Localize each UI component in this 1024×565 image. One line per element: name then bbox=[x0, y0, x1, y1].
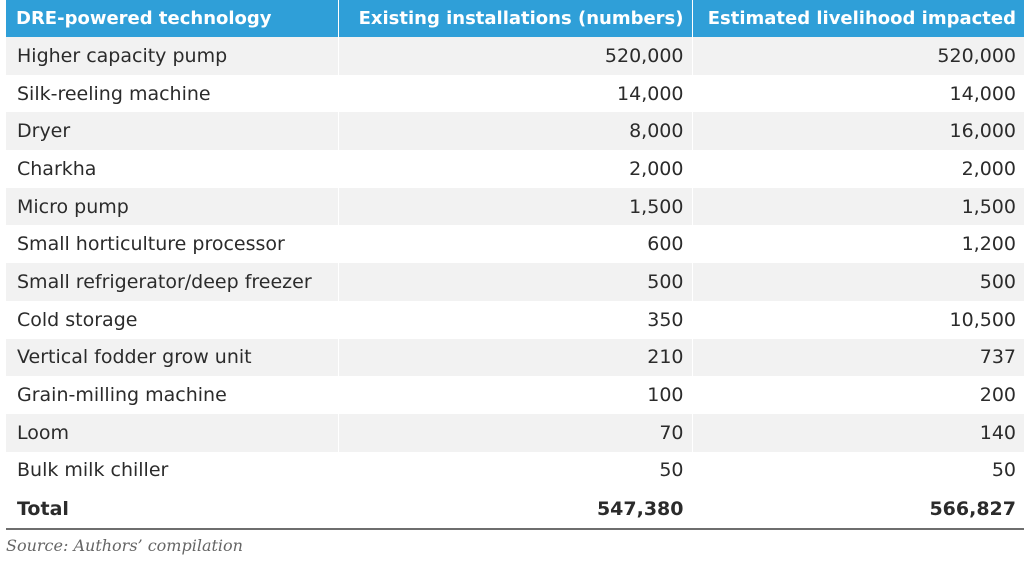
cell-installations: 100 bbox=[338, 376, 693, 414]
cell-installations: 350 bbox=[338, 300, 693, 339]
table-header: DRE-powered technology Existing installa… bbox=[6, 0, 1024, 37]
cell-technology: Higher capacity pump bbox=[6, 37, 339, 75]
cell-livelihood: 520,000 bbox=[692, 37, 1024, 75]
cell-livelihood: 200 bbox=[692, 376, 1024, 414]
table-row: Dryer 8,000 16,000 bbox=[6, 112, 1024, 151]
cell-livelihood: 14,000 bbox=[692, 74, 1024, 113]
cell-livelihood: 16,000 bbox=[692, 112, 1024, 151]
header-livelihood: Estimated livelihood impacted bbox=[692, 0, 1024, 37]
cell-technology: Small refrigerator/deep freezer bbox=[6, 263, 339, 301]
cell-technology: Bulk milk chiller bbox=[6, 451, 339, 490]
table-row: Vertical fodder grow unit 210 737 bbox=[6, 338, 1024, 377]
header-technology: DRE-powered technology bbox=[6, 0, 339, 37]
cell-livelihood: 10,500 bbox=[692, 300, 1024, 339]
table-row: Charkha 2,000 2,000 bbox=[6, 150, 1024, 188]
cell-installations: 8,000 bbox=[338, 112, 693, 151]
cell-installations: 14,000 bbox=[338, 74, 693, 113]
header-installations: Existing installations (numbers) bbox=[338, 0, 693, 37]
cell-technology: Cold storage bbox=[6, 300, 339, 339]
cell-installations: 600 bbox=[338, 225, 693, 264]
cell-livelihood: 50 bbox=[692, 451, 1024, 490]
cell-livelihood: 1,500 bbox=[692, 187, 1024, 226]
cell-technology: Dryer bbox=[6, 112, 339, 151]
cell-technology: Grain-milling machine bbox=[6, 376, 339, 414]
table-row: Small horticulture processor 600 1,200 bbox=[6, 225, 1024, 264]
cell-livelihood: 737 bbox=[692, 338, 1024, 377]
table-body: Higher capacity pump 520,000 520,000 Silk-r… bbox=[6, 37, 1024, 531]
table-row: Higher capacity pump 520,000 520,000 bbox=[6, 37, 1024, 75]
total-livelihood: 566,827 bbox=[692, 489, 1024, 531]
cell-installations: 1,500 bbox=[338, 187, 693, 226]
cell-livelihood: 2,000 bbox=[692, 150, 1024, 188]
table-row: Small refrigerator/deep freezer 500 500 bbox=[6, 263, 1024, 301]
table-row: Bulk milk chiller 50 50 bbox=[6, 451, 1024, 490]
dre-technology-table: DRE-powered technology Existing installa… bbox=[6, 0, 1024, 531]
table-row: Silk-reeling machine 14,000 14,000 bbox=[6, 74, 1024, 113]
cell-technology: Small horticulture processor bbox=[6, 225, 339, 264]
data-table-container: DRE-powered technology Existing installa… bbox=[6, 0, 1024, 531]
cell-installations: 50 bbox=[338, 451, 693, 490]
table-row: Loom 70 140 bbox=[6, 413, 1024, 452]
cell-livelihood: 140 bbox=[692, 413, 1024, 452]
cell-installations: 70 bbox=[338, 413, 693, 452]
table-row: Cold storage 350 10,500 bbox=[6, 300, 1024, 339]
total-label: Total bbox=[6, 489, 339, 531]
cell-technology: Micro pump bbox=[6, 187, 339, 226]
cell-livelihood: 1,200 bbox=[692, 225, 1024, 264]
cell-technology: Vertical fodder grow unit bbox=[6, 338, 339, 377]
cell-technology: Loom bbox=[6, 413, 339, 452]
cell-livelihood: 500 bbox=[692, 263, 1024, 301]
cell-installations: 520,000 bbox=[338, 37, 693, 75]
table-row: Grain-milling machine 100 200 bbox=[6, 376, 1024, 414]
cell-installations: 500 bbox=[338, 263, 693, 301]
total-row: Total 547,380 566,827 bbox=[6, 489, 1024, 531]
total-installations: 547,380 bbox=[338, 489, 693, 531]
cell-installations: 210 bbox=[338, 338, 693, 377]
cell-installations: 2,000 bbox=[338, 150, 693, 188]
table-row: Micro pump 1,500 1,500 bbox=[6, 187, 1024, 226]
source-note: Source: Authors’ compilation bbox=[6, 536, 243, 555]
cell-technology: Silk-reeling machine bbox=[6, 74, 339, 113]
cell-technology: Charkha bbox=[6, 150, 339, 188]
header-row: DRE-powered technology Existing installa… bbox=[6, 0, 1024, 37]
